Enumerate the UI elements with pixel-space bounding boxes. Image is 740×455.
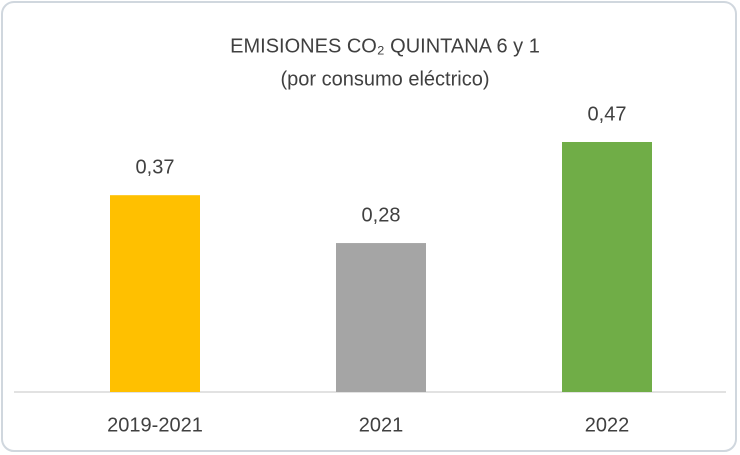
data-label: 0,37	[136, 156, 175, 178]
x-tick-label: 2019-2021	[107, 414, 203, 436]
data-label: 0,28	[362, 204, 401, 226]
chart-title: EMISIONES CO₂ QUINTANA 6 y 1	[230, 35, 540, 57]
bar	[110, 195, 200, 392]
x-tick-label: 2021	[359, 414, 404, 436]
x-tick-label: 2022	[585, 414, 630, 436]
bar	[336, 243, 426, 392]
bar	[562, 142, 652, 392]
chart-subtitle: (por consumo eléctrico)	[281, 68, 490, 90]
data-label: 0,47	[588, 103, 627, 125]
